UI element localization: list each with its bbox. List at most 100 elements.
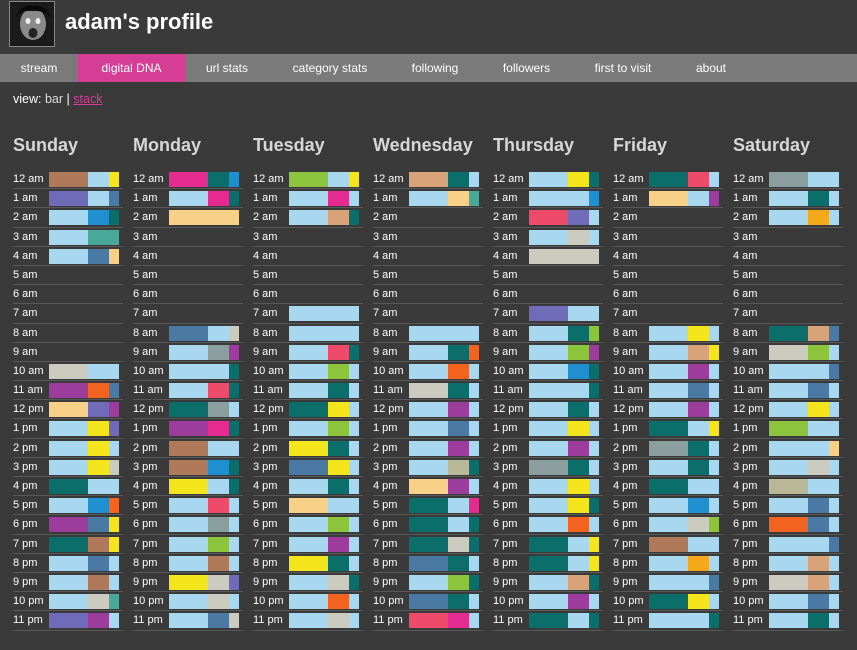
activity-bar[interactable] — [769, 498, 839, 514]
activity-bar[interactable] — [289, 306, 359, 322]
activity-bar[interactable] — [169, 479, 239, 494]
activity-bar[interactable] — [289, 498, 359, 514]
activity-bar[interactable] — [289, 383, 359, 399]
activity-bar[interactable] — [49, 594, 119, 610]
activity-bar[interactable] — [49, 363, 119, 379]
activity-bar[interactable] — [289, 210, 359, 226]
activity-bar[interactable] — [649, 555, 719, 571]
activity-bar[interactable] — [649, 402, 719, 418]
activity-bar[interactable] — [409, 363, 479, 379]
activity-bar[interactable] — [409, 344, 479, 360]
activity-bar[interactable] — [529, 191, 599, 207]
activity-bar[interactable] — [289, 344, 359, 360]
activity-bar[interactable] — [289, 402, 359, 418]
activity-bar[interactable] — [169, 459, 239, 475]
activity-bar[interactable] — [49, 383, 119, 399]
activity-bar[interactable] — [49, 613, 119, 629]
activity-bar[interactable] — [529, 248, 599, 264]
activity-bar[interactable] — [649, 383, 719, 399]
activity-bar[interactable] — [529, 613, 599, 629]
tab-category-stats[interactable]: category stats — [292, 61, 368, 75]
activity-bar[interactable] — [529, 210, 599, 226]
activity-bar[interactable] — [169, 574, 239, 590]
activity-bar[interactable] — [409, 536, 479, 552]
tab-stream[interactable]: stream — [20, 61, 58, 75]
activity-bar[interactable] — [649, 440, 719, 456]
tab-about[interactable]: about — [695, 61, 727, 75]
activity-bar[interactable] — [409, 613, 479, 629]
activity-bar[interactable] — [289, 191, 359, 207]
activity-bar[interactable] — [409, 421, 479, 437]
activity-bar[interactable] — [769, 344, 839, 360]
activity-bar[interactable] — [649, 479, 719, 494]
activity-bar[interactable] — [289, 536, 359, 552]
activity-bar[interactable] — [169, 536, 239, 552]
activity-bar[interactable] — [169, 210, 239, 226]
activity-bar[interactable] — [649, 344, 719, 360]
activity-bar[interactable] — [529, 517, 599, 533]
activity-bar[interactable] — [769, 574, 839, 590]
activity-bar[interactable] — [409, 325, 479, 341]
activity-bar[interactable] — [769, 517, 839, 533]
activity-bar[interactable] — [169, 440, 239, 456]
activity-bar[interactable] — [49, 402, 119, 418]
activity-bar[interactable] — [529, 459, 599, 475]
activity-bar[interactable] — [529, 325, 599, 341]
activity-bar[interactable] — [529, 555, 599, 571]
activity-bar[interactable] — [289, 172, 359, 187]
activity-bar[interactable] — [529, 536, 599, 552]
activity-bar[interactable] — [169, 344, 239, 360]
activity-bar[interactable] — [529, 344, 599, 360]
activity-bar[interactable] — [769, 613, 839, 629]
activity-bar[interactable] — [289, 574, 359, 590]
activity-bar[interactable] — [289, 421, 359, 437]
activity-bar[interactable] — [49, 421, 119, 437]
activity-bar[interactable] — [49, 574, 119, 590]
tab-first-to-visit[interactable]: first to visit — [594, 61, 652, 75]
activity-bar[interactable] — [169, 383, 239, 399]
activity-bar[interactable] — [769, 421, 839, 437]
activity-bar[interactable] — [529, 574, 599, 590]
activity-bar[interactable] — [649, 363, 719, 379]
activity-bar[interactable] — [409, 402, 479, 418]
activity-bar[interactable] — [49, 248, 119, 264]
activity-bar[interactable] — [769, 402, 839, 418]
activity-bar[interactable] — [409, 594, 479, 610]
activity-bar[interactable] — [49, 440, 119, 456]
activity-bar[interactable] — [529, 306, 599, 322]
activity-bar[interactable] — [409, 498, 479, 514]
tab-url-stats[interactable]: url stats — [205, 61, 248, 75]
activity-bar[interactable] — [409, 440, 479, 456]
activity-bar[interactable] — [649, 613, 719, 629]
activity-bar[interactable] — [649, 536, 719, 552]
activity-bar[interactable] — [289, 594, 359, 610]
activity-bar[interactable] — [289, 517, 359, 533]
activity-bar[interactable] — [769, 325, 839, 341]
activity-bar[interactable] — [649, 191, 719, 207]
activity-bar[interactable] — [169, 402, 239, 418]
activity-bar[interactable] — [649, 421, 719, 437]
activity-bar[interactable] — [409, 479, 479, 494]
activity-bar[interactable] — [529, 498, 599, 514]
activity-bar[interactable] — [169, 594, 239, 610]
activity-bar[interactable] — [529, 383, 599, 399]
activity-bar[interactable] — [49, 536, 119, 552]
activity-bar[interactable] — [49, 517, 119, 533]
activity-bar[interactable] — [769, 594, 839, 610]
activity-bar[interactable] — [529, 363, 599, 379]
activity-bar[interactable] — [49, 191, 119, 207]
activity-bar[interactable] — [649, 574, 719, 590]
activity-bar[interactable] — [169, 555, 239, 571]
activity-bar[interactable] — [169, 191, 239, 207]
activity-bar[interactable] — [289, 363, 359, 379]
activity-bar[interactable] — [529, 402, 599, 418]
activity-bar[interactable] — [769, 210, 839, 226]
activity-bar[interactable] — [769, 383, 839, 399]
avatar[interactable] — [9, 1, 55, 47]
activity-bar[interactable] — [649, 594, 719, 610]
activity-bar[interactable] — [529, 594, 599, 610]
activity-bar[interactable] — [289, 325, 359, 341]
activity-bar[interactable] — [49, 555, 119, 571]
activity-bar[interactable] — [289, 440, 359, 456]
activity-bar[interactable] — [409, 459, 479, 475]
